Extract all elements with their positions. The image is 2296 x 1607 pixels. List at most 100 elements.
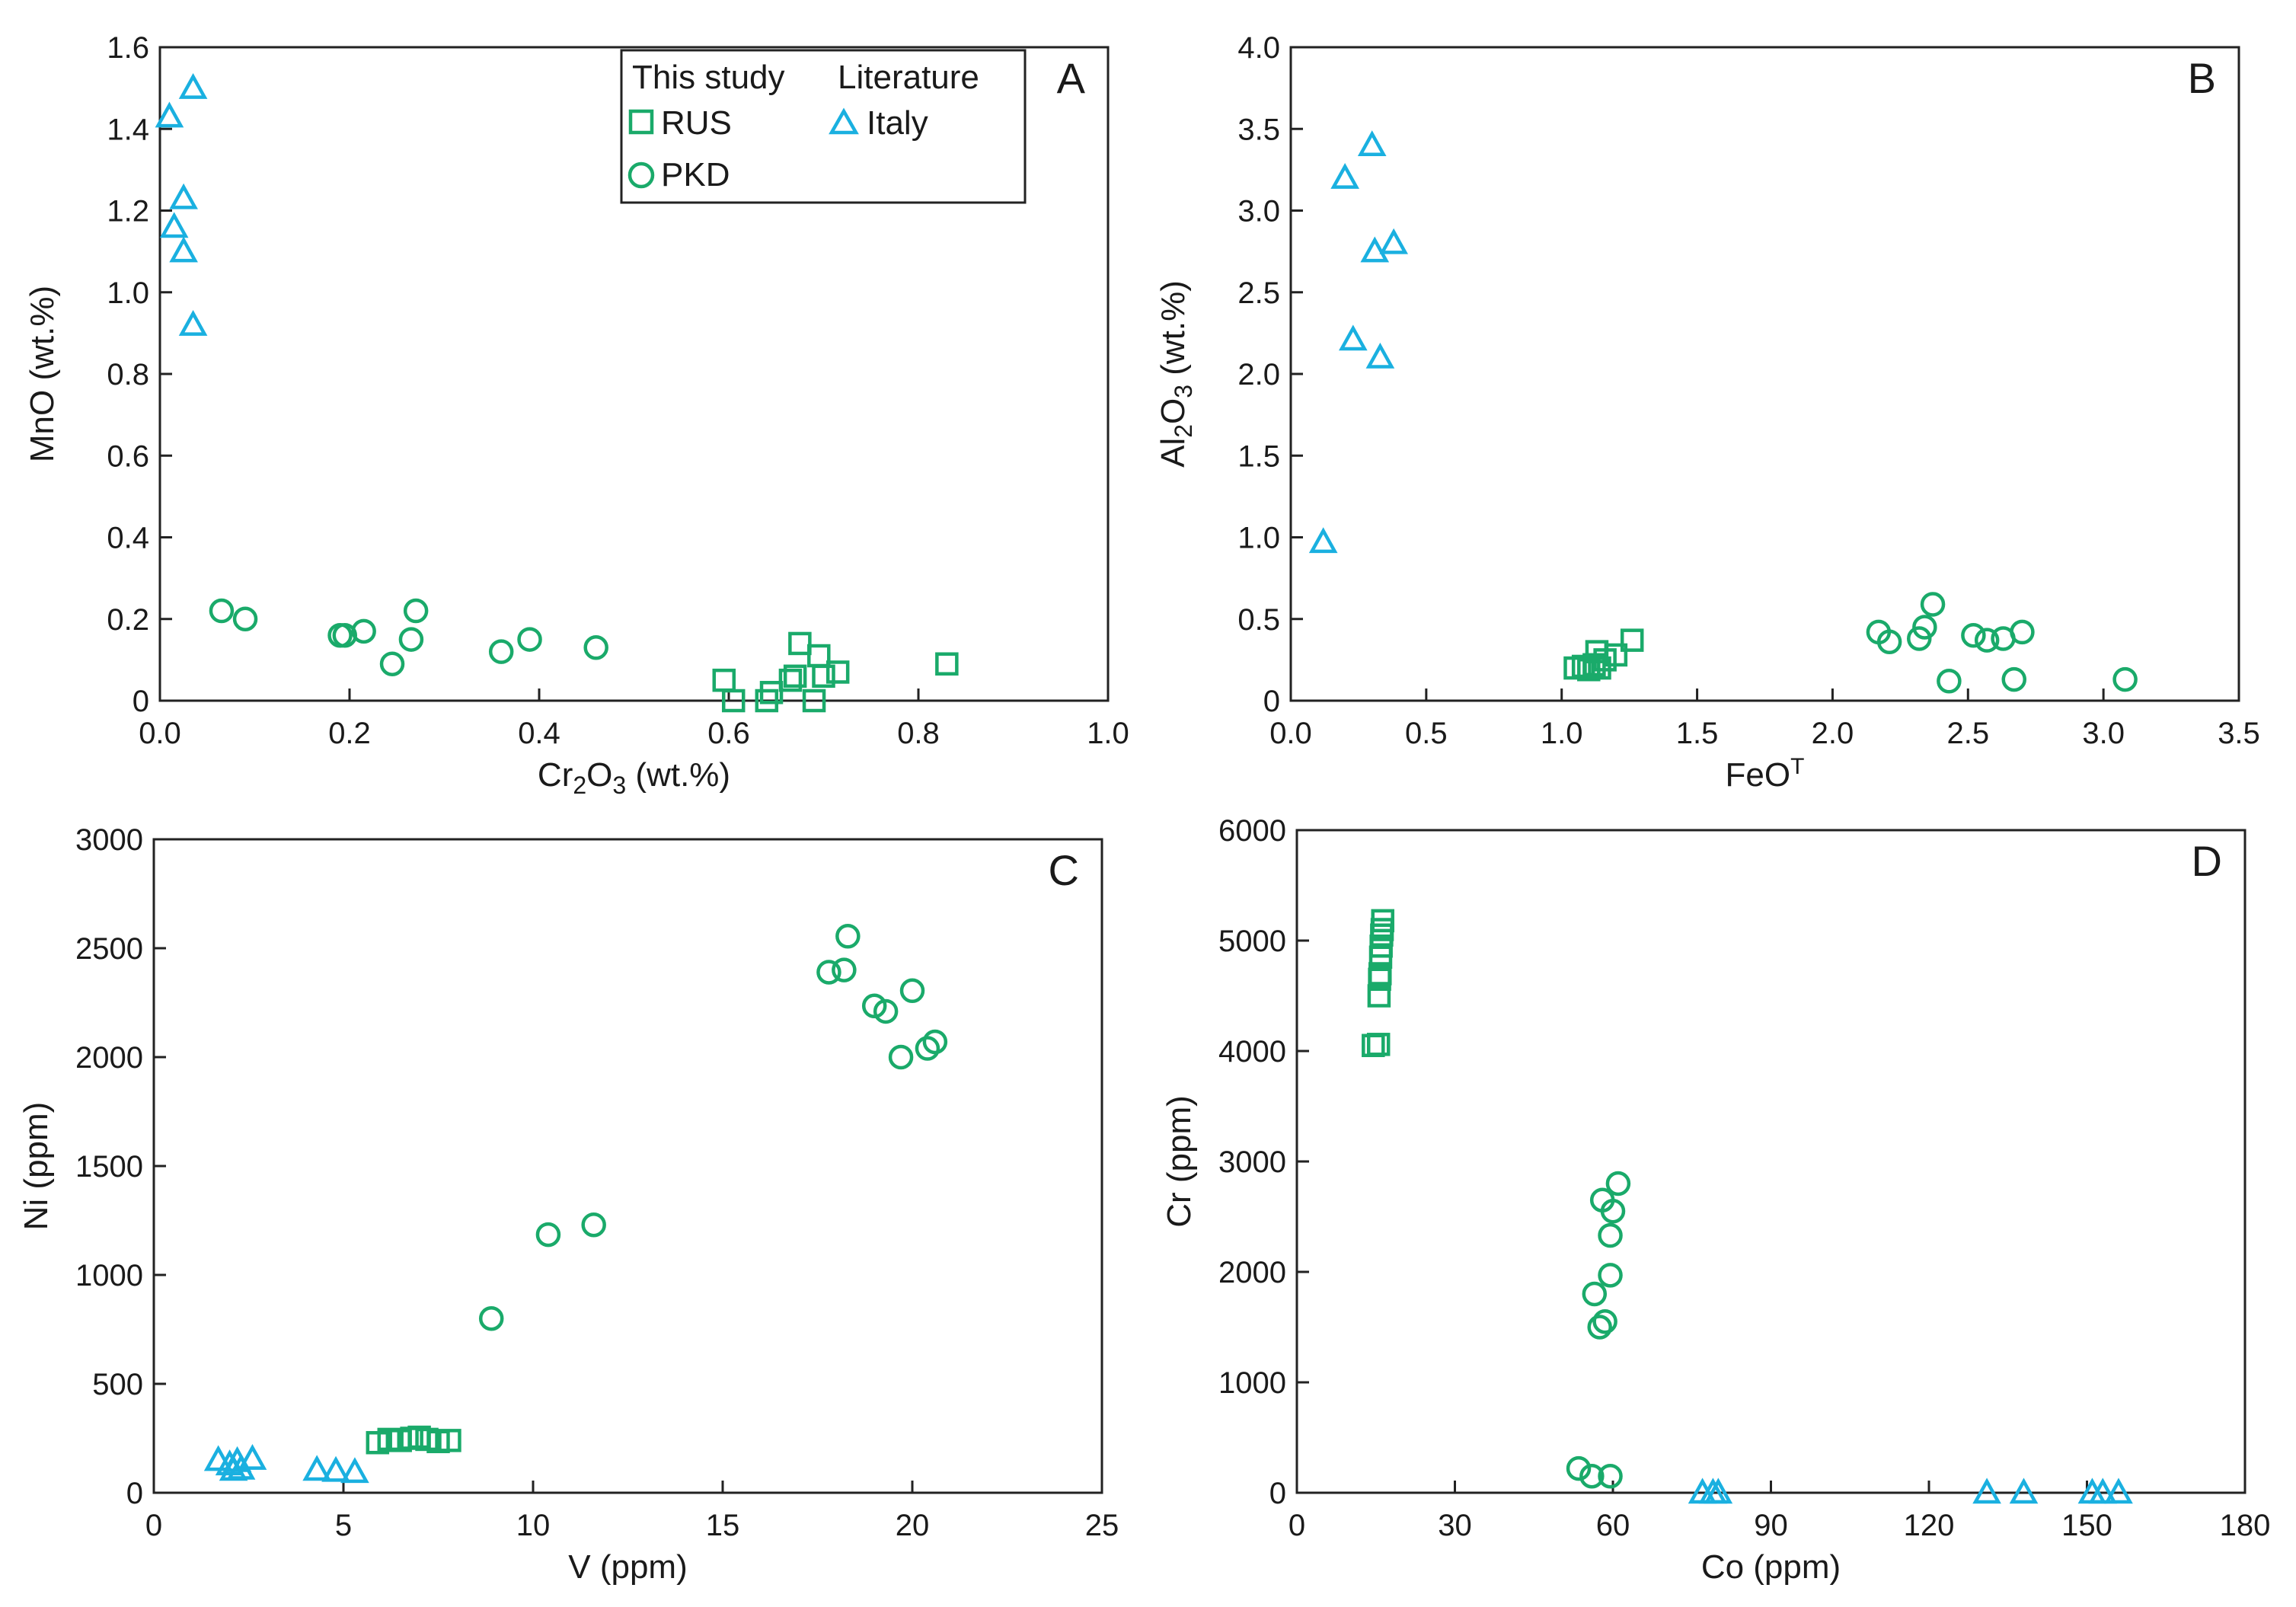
data-point-italy bbox=[159, 212, 189, 238]
series-pkd bbox=[209, 598, 608, 676]
data-point-pkd bbox=[1587, 1315, 1612, 1340]
y-tick-label: 1.2 bbox=[107, 195, 149, 228]
data-point-italy bbox=[169, 183, 198, 209]
x-axis-label: V (ppm) bbox=[568, 1548, 687, 1586]
data-point-pkd bbox=[1974, 628, 2000, 653]
plot-frame bbox=[1295, 829, 2247, 1494]
data-point-rus bbox=[807, 644, 831, 668]
y-tick-label: 2000 bbox=[75, 1041, 143, 1075]
data-point-pkd bbox=[832, 957, 857, 982]
data-point-rus bbox=[1368, 962, 1392, 986]
y-axis-label: Cr (ppm) bbox=[1161, 1095, 1198, 1228]
data-point-pkd bbox=[922, 1029, 948, 1055]
series-rus bbox=[1362, 909, 1394, 1057]
x-tick-label: 1.0 bbox=[1087, 717, 1129, 750]
data-point-pkd bbox=[2010, 619, 2035, 645]
legend: This study Literature RUS PKD Italy bbox=[620, 49, 1027, 204]
data-point-italy bbox=[178, 310, 208, 336]
x-tick-label: 2.5 bbox=[1946, 717, 1989, 750]
data-point-rus bbox=[721, 688, 746, 713]
y-tick-label: 2.0 bbox=[1237, 358, 1280, 391]
y-tick-label: 0.8 bbox=[107, 358, 149, 391]
data-point-pkd bbox=[915, 1036, 940, 1061]
series-italy bbox=[1688, 1478, 2133, 1504]
x-tick-label: 0.4 bbox=[518, 717, 560, 750]
data-point-italy bbox=[238, 1444, 267, 1470]
panel-c: C 0 5 10 15 20 25 0 500 1000 1500 2000 2500 3000 V (pp… bbox=[18, 823, 1119, 1586]
data-point-italy bbox=[2009, 1478, 2039, 1504]
y-tick-label: 0 bbox=[1269, 1477, 1286, 1510]
data-point-pkd bbox=[816, 960, 841, 985]
panels: A 0.0 0.2 0.4 0.6 0.8 1.0 0 0.2 0.4 0.6 0.8 1.0 1.2 1.… bbox=[18, 31, 2270, 1586]
data-point-pkd bbox=[1579, 1464, 1605, 1489]
y-tick-label: 500 bbox=[92, 1368, 143, 1401]
y-tick-label: 1.6 bbox=[107, 31, 149, 65]
data-point-pkd bbox=[1598, 1464, 1623, 1489]
data-point-rus bbox=[712, 668, 736, 692]
data-point-italy bbox=[1357, 130, 1387, 156]
y-tick-label: 0 bbox=[1263, 685, 1280, 718]
data-point-pkd bbox=[1937, 669, 1962, 694]
data-point-italy bbox=[1379, 228, 1408, 254]
y-tick-label: 5000 bbox=[1218, 925, 1286, 958]
x-tick-label: 180 bbox=[2220, 1509, 2271, 1542]
series-pkd bbox=[478, 924, 948, 1331]
data-point-rus bbox=[825, 660, 850, 684]
x-tick-label: 20 bbox=[896, 1509, 930, 1542]
y-tick-label: 3000 bbox=[75, 823, 143, 857]
panel-b: B 0.0 0.5 1.0 1.5 2.0 2.5 3.0 3.5 0 0.5 1.0 1.5 2.0 2.… bbox=[1154, 31, 2260, 794]
y-tick-label: 1000 bbox=[1218, 1366, 1286, 1400]
data-point-pkd bbox=[398, 627, 424, 652]
x-tick-label: 1.0 bbox=[1541, 717, 1583, 750]
series-rus bbox=[1563, 628, 1644, 682]
y-tick-label: 3.5 bbox=[1237, 113, 1280, 146]
data-point-pkd bbox=[488, 639, 514, 664]
x-tick-label: 25 bbox=[1085, 1509, 1119, 1542]
data-point-italy bbox=[302, 1455, 331, 1481]
data-point-rus bbox=[1371, 909, 1394, 933]
data-point-pkd bbox=[379, 651, 405, 676]
data-point-rus bbox=[935, 652, 959, 676]
data-point-italy bbox=[1365, 342, 1395, 369]
x-tick-label: 5 bbox=[335, 1509, 352, 1542]
data-point-rus bbox=[1588, 656, 1611, 680]
data-point-pkd bbox=[1592, 1309, 1617, 1334]
panel-letter: A bbox=[1057, 54, 1086, 102]
x-axis-label: Cr2O3 (wt.%) bbox=[538, 756, 730, 799]
x-tick-label: 0 bbox=[1289, 1509, 1305, 1542]
data-point-italy bbox=[1704, 1478, 1733, 1504]
y-tick-label: 0.5 bbox=[1237, 603, 1280, 637]
data-point-pkd bbox=[2001, 666, 2027, 692]
data-point-italy bbox=[2088, 1478, 2118, 1504]
data-point-italy bbox=[178, 72, 208, 99]
x-tick-label: 60 bbox=[1596, 1509, 1630, 1542]
x-tick-label: 15 bbox=[706, 1509, 740, 1542]
x-tick-label: 0 bbox=[145, 1509, 162, 1542]
data-point-rus bbox=[1620, 628, 1644, 652]
data-point-pkd bbox=[232, 606, 258, 631]
y-tick-label: 1.0 bbox=[107, 276, 149, 310]
y-tick-label: 4000 bbox=[1218, 1035, 1286, 1069]
data-point-pkd bbox=[351, 618, 376, 644]
data-point-pkd bbox=[535, 1222, 561, 1248]
data-point-pkd bbox=[1598, 1263, 1623, 1288]
y-tick-label: 0.6 bbox=[107, 439, 149, 473]
y-tick-label: 3.0 bbox=[1237, 195, 1280, 228]
x-tick-label: 3.0 bbox=[2082, 717, 2125, 750]
panel-letter: D bbox=[2192, 837, 2222, 885]
x-tick-label: 0.8 bbox=[897, 717, 940, 750]
series-rus bbox=[366, 1425, 461, 1455]
y-tick-label: 1500 bbox=[75, 1150, 143, 1184]
data-point-pkd bbox=[2112, 666, 2138, 692]
x-tick-label: 2.0 bbox=[1812, 717, 1854, 750]
data-point-pkd bbox=[403, 598, 429, 624]
series-rus bbox=[712, 631, 959, 713]
y-tick-label: 0.2 bbox=[107, 603, 149, 637]
data-point-pkd bbox=[1600, 1199, 1626, 1224]
data-point-pkd bbox=[835, 924, 861, 949]
data-point-pkd bbox=[517, 627, 542, 652]
panel-letter: C bbox=[1049, 846, 1079, 894]
data-point-rus bbox=[783, 664, 807, 688]
x-tick-label: 90 bbox=[1754, 1509, 1788, 1542]
